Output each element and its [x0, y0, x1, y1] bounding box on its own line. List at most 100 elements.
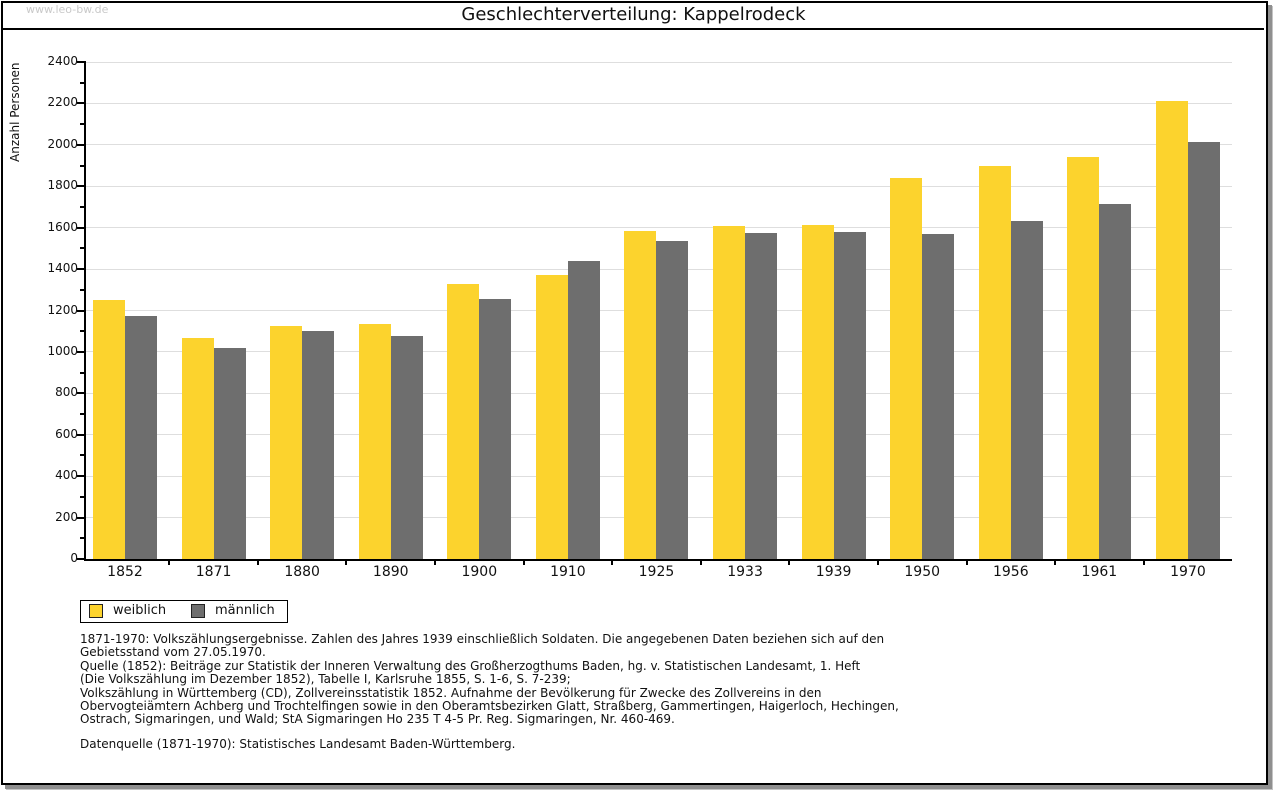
title-separator	[3, 28, 1264, 30]
x-axis-tick	[522, 561, 525, 565]
bar-weiblich-1871	[181, 338, 214, 559]
bar-männlich-1871	[213, 348, 246, 559]
y-axis-tick	[77, 392, 84, 395]
y-axis-minor-tick	[80, 371, 84, 374]
y-axis-tick-label: 1400	[47, 261, 78, 276]
gridline	[86, 144, 1232, 146]
x-axis-tick	[345, 561, 348, 565]
chart-title: Geschlechterverteilung: Kappelrodeck	[461, 4, 806, 25]
bar-weiblich-1933	[713, 226, 746, 559]
y-axis-tick	[77, 309, 84, 312]
bar-männlich-1950	[922, 234, 955, 559]
bar-männlich-1900	[479, 299, 512, 559]
x-axis-tick	[788, 561, 791, 565]
y-axis-tick	[77, 475, 84, 478]
y-axis-tick-label: 1600	[47, 219, 78, 234]
x-axis-tick	[965, 561, 968, 565]
y-axis-minor-tick	[80, 330, 84, 333]
x-axis-label-1890: 1890	[372, 564, 409, 580]
footnote-line: Volkszählung in Württemberg (CD), Zollve…	[80, 685, 822, 700]
bar-weiblich-1939	[801, 225, 834, 559]
x-axis-label-1900: 1900	[461, 564, 498, 580]
footnote-line: Gebietsstand vom 27.05.1970.	[80, 645, 266, 660]
bar-weiblich-1880	[270, 326, 303, 559]
y-axis-minor-tick	[80, 247, 84, 250]
x-axis-label-1852: 1852	[107, 564, 143, 580]
x-axis-tick	[434, 561, 437, 565]
legend-label-weiblich: weiblich	[113, 603, 167, 618]
bar-männlich-1961	[1099, 204, 1132, 559]
x-axis-label-1939: 1939	[815, 564, 852, 580]
x-axis-tick	[256, 561, 259, 565]
x-axis-tick	[1054, 561, 1057, 565]
y-axis-minor-tick	[80, 288, 84, 291]
y-axis-tick	[77, 268, 84, 271]
bar-männlich-1852	[125, 316, 157, 559]
x-axis-tick	[168, 561, 171, 565]
bar-weiblich-1925	[624, 231, 657, 559]
bar-weiblich-1890	[358, 324, 391, 559]
y-axis-tick	[77, 185, 84, 188]
x-axis-tick	[1142, 561, 1145, 565]
x-axis-label-1880: 1880	[284, 564, 320, 580]
y-axis-minor-tick	[80, 454, 84, 457]
y-axis-tick-label: 0	[70, 551, 78, 565]
bar-weiblich-1910	[535, 275, 568, 559]
y-axis-tick-label: 200	[55, 509, 78, 524]
y-axis-tick-label: 1000	[47, 343, 78, 358]
x-axis-tick	[699, 561, 702, 565]
y-axis-tick-label: 400	[55, 468, 78, 483]
legend-swatch-maennlich	[191, 604, 205, 618]
y-axis-tick	[77, 558, 84, 560]
y-axis-minor-tick	[80, 164, 84, 167]
y-axis-minor-tick	[80, 495, 84, 498]
y-axis-minor-tick	[80, 81, 84, 84]
y-axis-minor-tick	[80, 205, 84, 208]
bar-weiblich-1950	[890, 178, 923, 559]
y-axis-minor-tick	[80, 413, 84, 416]
x-axis-line	[84, 559, 1232, 561]
bar-männlich-1933	[745, 233, 778, 559]
bar-weiblich-1852	[93, 300, 125, 559]
x-axis-label-1970: 1970	[1170, 564, 1206, 580]
footnote-line: 1871-1970: Volkszählungsergebnisse. Zahl…	[80, 632, 885, 646]
y-axis-tick-label: 1800	[47, 178, 78, 193]
bar-männlich-1939	[833, 232, 866, 559]
bar-männlich-1910	[567, 261, 600, 559]
x-axis-label-1961: 1961	[1081, 564, 1118, 580]
y-axis-tick	[77, 143, 84, 146]
y-axis-tick-label: 800	[55, 385, 78, 400]
footnote-line: (Die Volkszählung im Dezember 1852), Tab…	[80, 672, 571, 687]
bar-weiblich-1900	[447, 284, 480, 559]
y-axis-minor-tick	[80, 537, 84, 540]
bar-weiblich-1970	[1155, 101, 1188, 559]
watermark: www.leo-bw.de	[26, 3, 109, 16]
y-axis-tick	[77, 350, 84, 353]
bar-männlich-1925	[656, 241, 689, 559]
y-axis-minor-tick	[80, 123, 84, 126]
y-axis-tick	[77, 226, 84, 229]
gridline	[86, 102, 1232, 104]
bar-männlich-1970	[1187, 142, 1220, 559]
legend: weiblich männlich	[80, 600, 288, 623]
y-axis-tick-label: 2000	[47, 136, 78, 151]
x-axis-label-1933: 1933	[727, 564, 763, 580]
y-axis-tick-label: 600	[55, 426, 78, 441]
footnote-line: Ostrach, Sigmaringen, und Wald; StA Sigm…	[80, 712, 675, 727]
y-axis-tick-label: 2200	[47, 95, 78, 110]
bar-männlich-1880	[302, 331, 335, 559]
x-axis-tick	[876, 561, 879, 565]
footnote-line: Obervogteiämtern Achberg und Trochtelfin…	[80, 699, 899, 714]
bar-männlich-1890	[390, 336, 423, 559]
x-axis-tick	[611, 561, 614, 565]
x-axis-label-1956: 1956	[992, 564, 1029, 580]
gridline	[86, 61, 1232, 63]
y-axis-tick-label: 1200	[47, 302, 78, 317]
y-axis-tick	[77, 516, 84, 519]
bar-weiblich-1956	[978, 166, 1011, 559]
datasource-line: Datenquelle (1871-1970): Statistisches L…	[80, 737, 516, 751]
y-axis-tick	[77, 61, 84, 63]
legend-swatch-weiblich	[89, 604, 103, 618]
